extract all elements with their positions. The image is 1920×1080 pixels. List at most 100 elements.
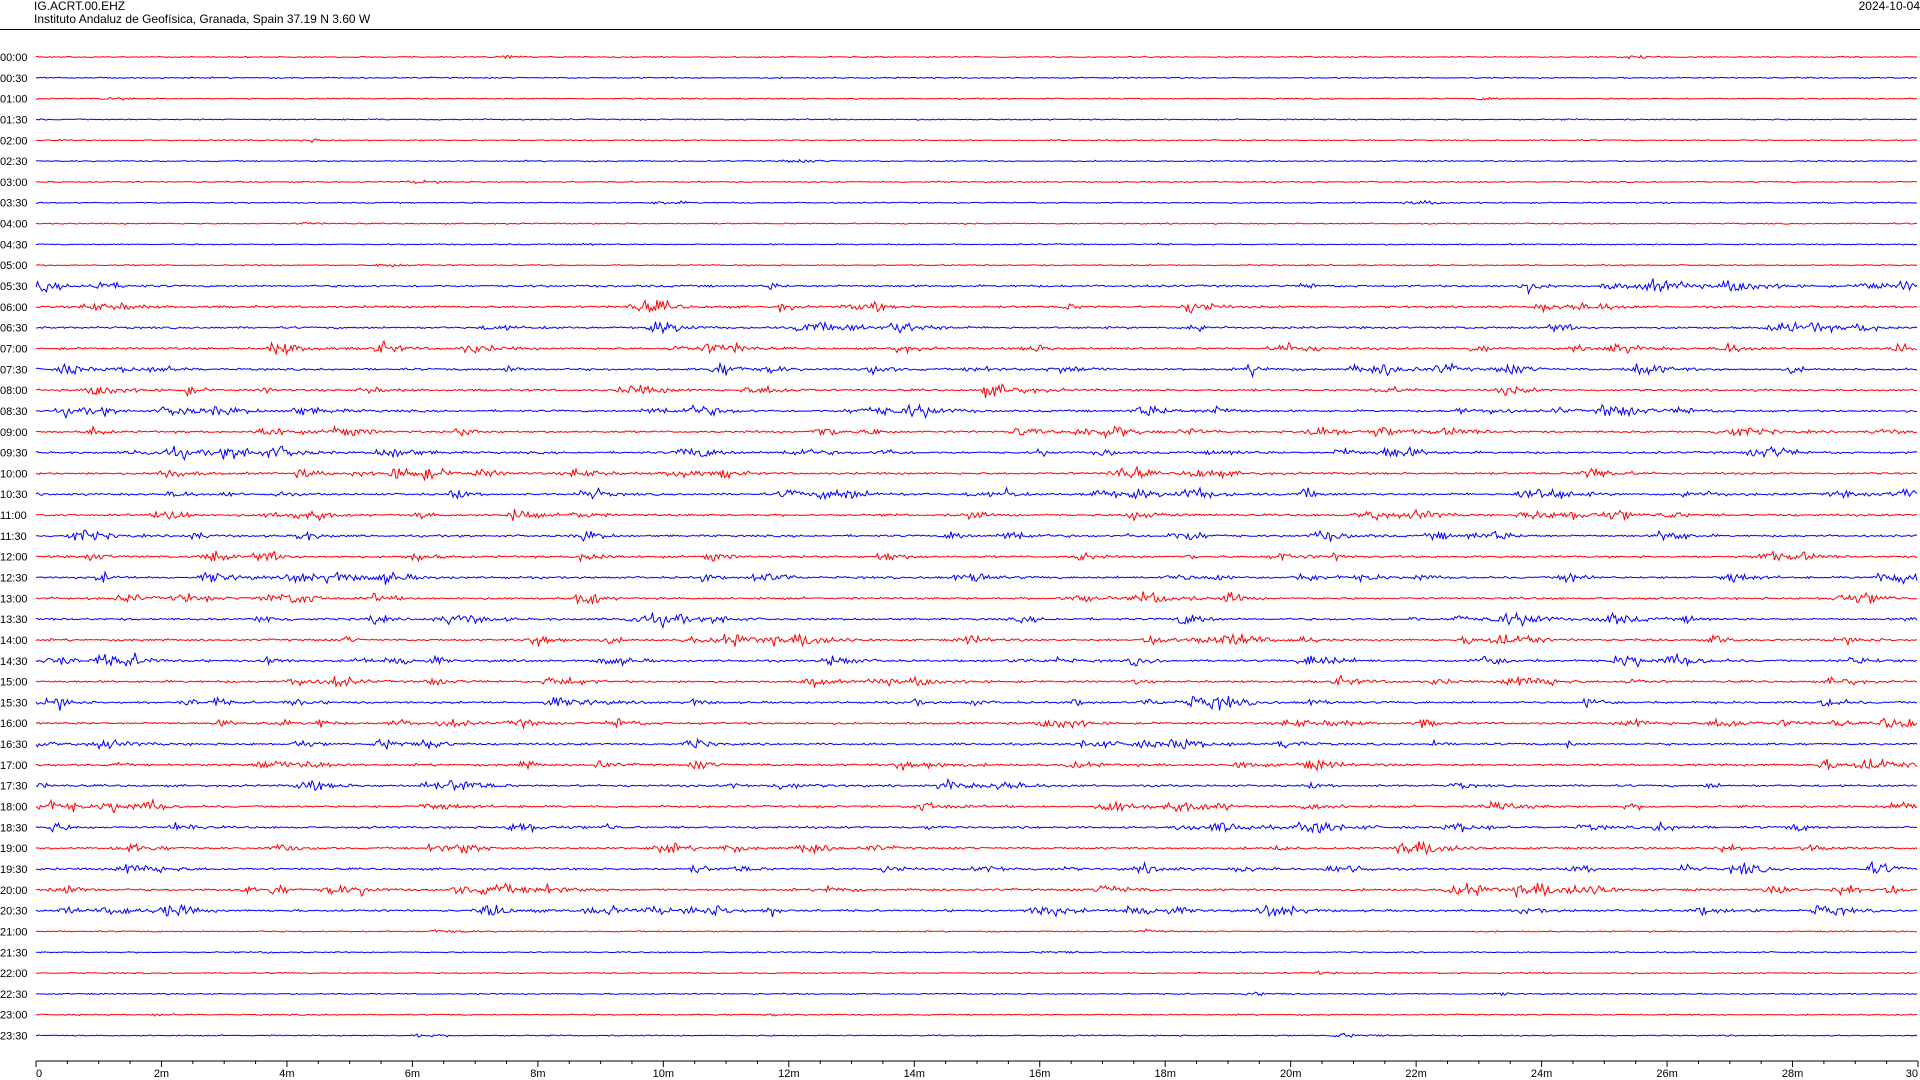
row-label: 07:30	[0, 364, 28, 376]
trace-line	[35, 970, 1918, 975]
row-label: 18:00	[0, 802, 28, 814]
trace-line	[35, 242, 1918, 246]
row-label: 23:00	[0, 1010, 28, 1022]
trace-line	[35, 570, 1918, 585]
institute-info: Instituto Andaluz de Geofísica, Granada,…	[34, 12, 371, 26]
trace-line	[35, 928, 1918, 934]
row-label: 21:00	[0, 926, 28, 938]
date-label: 2024-10-04	[1858, 0, 1920, 13]
x-tick-label: 14m	[904, 1068, 925, 1080]
row-label: 06:30	[0, 323, 28, 335]
row-label: 20:30	[0, 906, 28, 918]
row-label: 15:00	[0, 677, 28, 689]
trace-line	[35, 652, 1918, 668]
trace-line	[35, 674, 1918, 689]
trace-line	[35, 529, 1918, 542]
row-label: 13:30	[0, 614, 28, 626]
x-tick-label: 18m	[1154, 1068, 1175, 1080]
row-label: 17:00	[0, 760, 28, 772]
row-label: 20:00	[0, 885, 28, 897]
trace-line	[35, 903, 1918, 918]
x-tick-label: 30	[1906, 1068, 1918, 1080]
trace-line	[35, 860, 1918, 875]
station-code: IG.ACRT.00.EHZ	[34, 0, 126, 13]
row-label: 10:00	[0, 468, 28, 480]
trace-line	[36, 158, 1918, 164]
trace-line	[35, 339, 1918, 356]
trace-line	[35, 991, 1918, 997]
x-tick-label: 0	[36, 1068, 42, 1080]
trace-line	[35, 695, 1918, 711]
row-label: 07:00	[0, 343, 28, 355]
x-tick-label: 22m	[1405, 1068, 1426, 1080]
row-label: 06:00	[0, 302, 28, 314]
trace-line	[35, 361, 1918, 379]
trace-line	[35, 950, 1918, 954]
trace-line	[35, 717, 1918, 730]
x-tick-label: 6m	[405, 1068, 420, 1080]
trace-line	[35, 221, 1918, 226]
row-label: 02:00	[0, 135, 28, 147]
trace-line	[35, 549, 1918, 563]
trace-line	[35, 403, 1918, 420]
trace-line	[36, 117, 1918, 121]
trace-line	[36, 1013, 1918, 1017]
x-tick-label: 16m	[1029, 1068, 1050, 1080]
trace-line	[35, 383, 1918, 399]
trace-line	[35, 777, 1918, 792]
trace-line	[35, 320, 1918, 335]
row-label: 01:00	[0, 94, 28, 106]
row-label: 15:30	[0, 697, 28, 709]
trace-line	[35, 737, 1918, 751]
header-rule	[0, 29, 1920, 30]
row-label: 09:00	[0, 427, 28, 439]
row-label: 23:30	[0, 1031, 28, 1043]
row-label: 11:00	[0, 510, 27, 522]
row-label: 16:30	[0, 739, 28, 751]
row-label: 12:00	[0, 552, 28, 564]
trace-line	[35, 882, 1918, 898]
row-label: 14:00	[0, 635, 28, 647]
row-label: 09:30	[0, 448, 28, 460]
x-tick-label: 28m	[1782, 1068, 1803, 1080]
trace-line	[35, 54, 1918, 60]
trace-line	[35, 76, 1918, 80]
x-tick-label: 4m	[279, 1068, 294, 1080]
row-label: 08:30	[0, 406, 28, 418]
x-tick-label: 20m	[1280, 1068, 1301, 1080]
row-label: 03:00	[0, 177, 28, 189]
row-label: 16:00	[0, 718, 28, 730]
trace-line	[35, 179, 1917, 185]
trace-line	[35, 591, 1918, 605]
trace-line	[36, 1032, 1918, 1038]
trace-line	[35, 758, 1918, 772]
trace-line	[35, 486, 1918, 501]
row-label: 14:30	[0, 656, 28, 668]
row-label: 10:30	[0, 489, 28, 501]
row-label: 18:30	[0, 822, 28, 834]
trace-line	[35, 611, 1918, 630]
x-tick-label: 2m	[154, 1068, 169, 1080]
trace-line	[35, 138, 1918, 144]
trace-line	[35, 632, 1918, 648]
row-label: 22:30	[0, 989, 28, 1001]
trace-line	[35, 299, 1918, 314]
row-label: 00:30	[0, 73, 28, 85]
row-label: 12:30	[0, 573, 28, 585]
time-axis: 0 2m 4m 6m 8m 10m 12m 14m 16m 18m 20m 22m 24m 26m 28m 3…	[35, 1060, 1919, 1080]
trace-rows: 00:00 00:30 01:00 01:30 02:00 02:30 03:00 03:30…	[0, 52, 1918, 1043]
row-label: 08:00	[0, 385, 28, 397]
row-label: 21:30	[0, 947, 28, 959]
row-label: 02:30	[0, 156, 28, 168]
trace-line	[35, 278, 1918, 296]
row-label: 05:30	[0, 281, 28, 293]
trace-line	[35, 508, 1918, 522]
trace-line	[35, 424, 1918, 439]
trace-line	[35, 840, 1918, 856]
row-label: 05:00	[0, 260, 28, 272]
row-label: 13:00	[0, 593, 28, 605]
row-label: 22:00	[0, 968, 28, 980]
row-label: 00:00	[0, 52, 28, 64]
trace-line	[35, 96, 1918, 101]
